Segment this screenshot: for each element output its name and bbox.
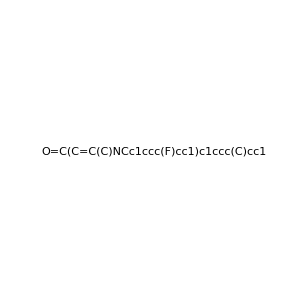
Text: O=C(C=C(C)NCc1ccc(F)cc1)c1ccc(C)cc1: O=C(C=C(C)NCc1ccc(F)cc1)c1ccc(C)cc1 [41, 146, 266, 157]
